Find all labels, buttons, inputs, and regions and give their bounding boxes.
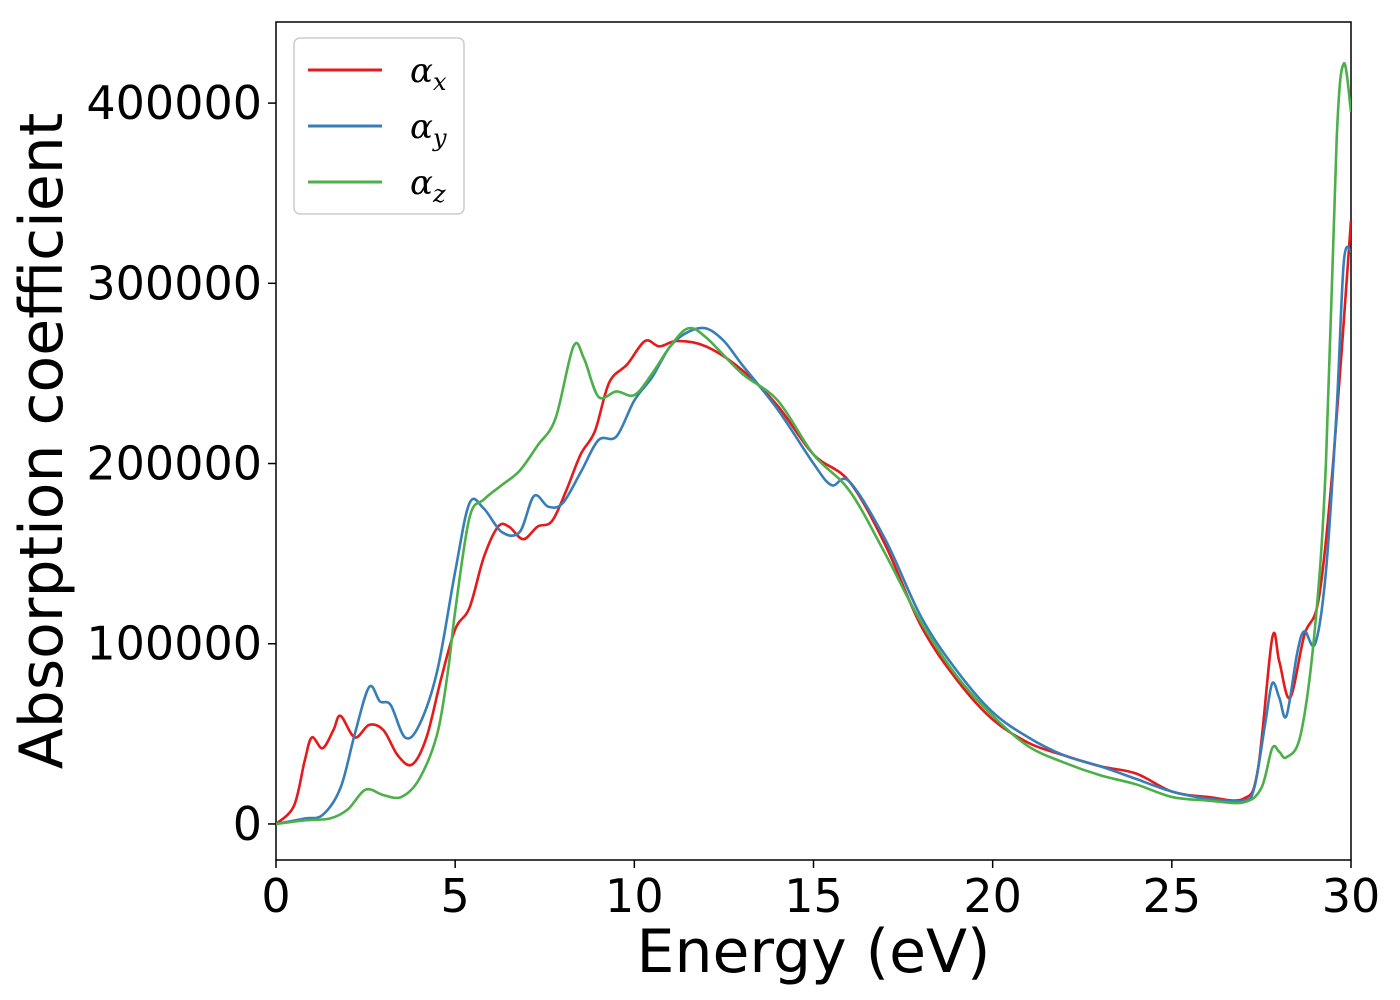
series-line-z bbox=[276, 62, 1351, 826]
y-tick-label: 400000 bbox=[86, 76, 262, 130]
y-tick-label: 200000 bbox=[86, 437, 262, 491]
x-tick-label: 20 bbox=[963, 869, 1022, 923]
legend: αx αy αz bbox=[293, 37, 465, 215]
y-tick-label: 0 bbox=[233, 797, 262, 851]
y-ticks: 0 100000 200000 300000 400000 bbox=[86, 76, 276, 851]
y-tick-label: 100000 bbox=[86, 617, 262, 671]
x-tick-label: 15 bbox=[784, 869, 843, 923]
x-tick-label: 0 bbox=[261, 869, 290, 923]
x-tick-label: 30 bbox=[1322, 869, 1381, 923]
x-tick-label: 25 bbox=[1143, 869, 1202, 923]
x-axis-label: Energy (eV) bbox=[637, 917, 991, 987]
x-tick-label: 5 bbox=[441, 869, 470, 923]
legend-label-y: αy bbox=[410, 107, 447, 152]
legend-label-x: αx bbox=[410, 51, 447, 96]
y-tick-label: 300000 bbox=[86, 256, 262, 310]
series-layer bbox=[276, 62, 1351, 826]
x-tick-label: 10 bbox=[605, 869, 664, 923]
series-line-y bbox=[276, 245, 1351, 826]
y-axis-label: Absorption coefficient bbox=[7, 113, 77, 770]
x-ticks: 0 5 10 15 20 25 30 bbox=[261, 860, 1380, 923]
legend-label-z: αz bbox=[410, 163, 446, 208]
